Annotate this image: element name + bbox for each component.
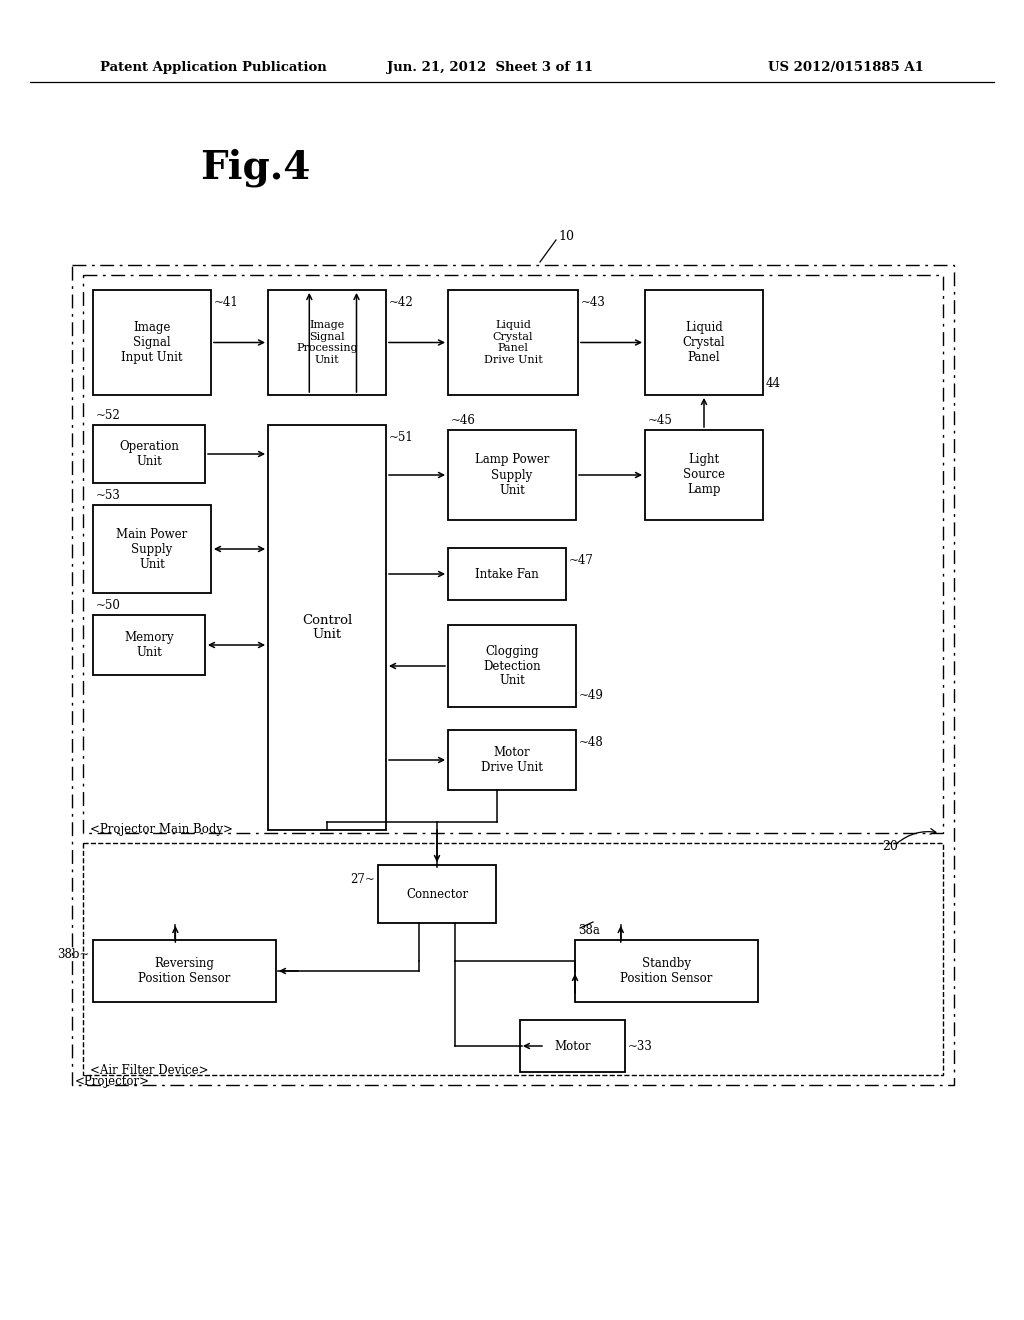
Text: Jun. 21, 2012  Sheet 3 of 11: Jun. 21, 2012 Sheet 3 of 11 <box>387 61 593 74</box>
Text: Motor: Motor <box>554 1040 591 1052</box>
Bar <box>645 290 763 395</box>
Text: ~46: ~46 <box>451 414 476 426</box>
Text: US 2012/0151885 A1: US 2012/0151885 A1 <box>768 61 924 74</box>
Text: Memory
Unit: Memory Unit <box>124 631 174 659</box>
Bar <box>268 290 386 395</box>
Text: Motor
Drive Unit: Motor Drive Unit <box>481 746 543 774</box>
Text: Image
Signal
Processing
Unit: Image Signal Processing Unit <box>296 321 357 364</box>
Text: ~48: ~48 <box>579 737 604 748</box>
Text: 38b~: 38b~ <box>57 948 90 961</box>
Text: 44: 44 <box>766 378 781 389</box>
Text: ~45: ~45 <box>648 414 673 426</box>
Text: Operation
Unit: Operation Unit <box>119 440 179 469</box>
Text: Connector: Connector <box>406 887 468 900</box>
Text: ~43: ~43 <box>581 296 606 309</box>
Bar <box>93 290 211 395</box>
Bar <box>93 425 205 483</box>
Text: Fig.4: Fig.4 <box>200 149 310 187</box>
Text: <Air Filter Device>: <Air Filter Device> <box>90 1064 209 1077</box>
Text: Image
Signal
Input Unit: Image Signal Input Unit <box>121 321 182 364</box>
Text: Reversing
Position Sensor: Reversing Position Sensor <box>138 957 230 985</box>
Bar <box>449 548 566 601</box>
Text: 38a: 38a <box>578 924 600 937</box>
Text: 27~: 27~ <box>350 873 375 886</box>
Text: ~52: ~52 <box>96 409 121 422</box>
Text: Patent Application Publication: Patent Application Publication <box>100 61 327 74</box>
Text: ~53: ~53 <box>96 488 121 502</box>
Text: 10: 10 <box>558 230 574 243</box>
Bar <box>268 425 386 830</box>
Bar <box>520 1020 625 1072</box>
Text: ~33: ~33 <box>628 1040 653 1052</box>
Bar <box>449 290 578 395</box>
Bar <box>449 430 575 520</box>
Bar <box>645 430 763 520</box>
Bar <box>83 275 943 833</box>
Text: ~50: ~50 <box>96 599 121 612</box>
Text: ~49: ~49 <box>579 689 604 702</box>
Text: Intake Fan: Intake Fan <box>475 568 539 581</box>
Bar <box>93 615 205 675</box>
Bar <box>93 506 211 593</box>
Text: Lamp Power
Supply
Unit: Lamp Power Supply Unit <box>475 454 549 496</box>
Text: Clogging
Detection
Unit: Clogging Detection Unit <box>483 644 541 688</box>
Text: Standby
Position Sensor: Standby Position Sensor <box>621 957 713 985</box>
Bar <box>449 624 575 708</box>
Text: <Projector>: <Projector> <box>75 1074 150 1088</box>
Bar <box>72 265 954 1085</box>
Bar <box>93 940 276 1002</box>
Text: Light
Source
Lamp: Light Source Lamp <box>683 454 725 496</box>
Text: 20: 20 <box>882 840 898 853</box>
Text: <Projector Main Body>: <Projector Main Body> <box>90 822 232 836</box>
Text: Main Power
Supply
Unit: Main Power Supply Unit <box>117 528 187 570</box>
Text: ~51: ~51 <box>389 432 414 444</box>
Text: Liquid
Crystal
Panel
Drive Unit: Liquid Crystal Panel Drive Unit <box>483 321 543 364</box>
Bar <box>575 940 758 1002</box>
Text: ~42: ~42 <box>389 296 414 309</box>
Text: ~47: ~47 <box>569 554 594 568</box>
Bar <box>449 730 575 789</box>
Text: Liquid
Crystal
Panel: Liquid Crystal Panel <box>683 321 725 364</box>
Text: ~41: ~41 <box>214 296 239 309</box>
Bar <box>83 843 943 1074</box>
Bar <box>378 865 496 923</box>
Text: Control
Unit: Control Unit <box>302 614 352 642</box>
